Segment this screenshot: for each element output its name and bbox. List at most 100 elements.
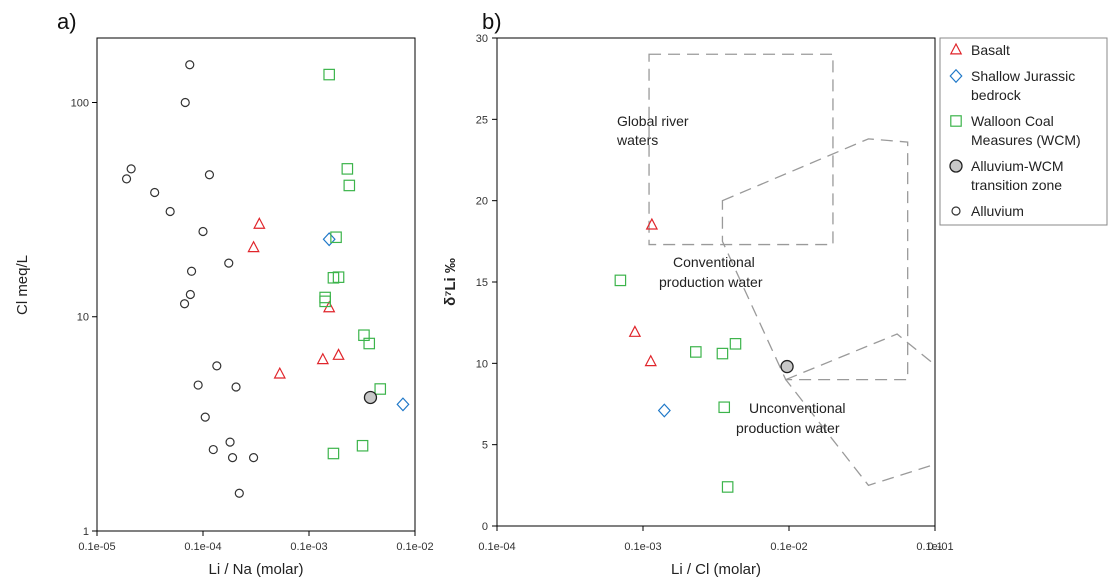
legend-item-shallow-jurassic-bedrock: Shallow Jurassic bedrock	[949, 68, 1075, 103]
panel-b-point-shallow-jurassic-bedrock	[657, 403, 671, 418]
panel-a-label: a)	[57, 9, 77, 34]
legend-label: Alluvium-WCM	[971, 158, 1064, 174]
legend-label: Alluvium	[971, 203, 1024, 219]
legend-label: transition zone	[971, 177, 1062, 193]
panel-a-y-tick-label: 100	[71, 97, 89, 109]
panel-b-point-walloon-coal-measures-wcm	[614, 274, 627, 287]
panel-a-point-alluvium	[165, 206, 175, 217]
panel-a-y-tick-label: 1	[83, 526, 89, 538]
zone-conventional-production-water	[721, 138, 909, 381]
zone-label-global-river: Global river waters	[616, 113, 692, 148]
legend-label: bedrock	[971, 87, 1022, 103]
panel-a-point-basalt	[247, 240, 260, 253]
panel-a-point-alluvium	[212, 361, 222, 371]
panel-a-point-alluvium	[234, 488, 244, 498]
panel-b-zone-labels: Global river waters Conventional product…	[616, 113, 849, 436]
panel-b-marks	[614, 217, 794, 493]
zone-label-conventional: Conventional production water	[659, 254, 763, 290]
panel-a-point-alluvium	[248, 453, 259, 463]
panel-a-point-alluvium	[198, 226, 208, 237]
panel-a-point-walloon-coal-measures-wcm	[323, 68, 335, 81]
panel-a-point-walloon-coal-measures-wcm	[319, 291, 331, 304]
panel-b-x-tick-label: 0.1e-01	[916, 541, 953, 553]
panel-a-point-alluvium	[179, 299, 190, 309]
zone-label-unconventional: Unconventional production water	[736, 400, 849, 436]
panel-a-point-basalt	[332, 348, 345, 360]
panel-a-marks	[121, 60, 410, 498]
panel-a-point-alluvium	[193, 380, 203, 390]
panel-a-point-basalt	[253, 217, 266, 229]
panel-b-x-tick-label: 0.1e-04	[478, 541, 515, 553]
panel-a-point-alluvium	[121, 174, 132, 184]
panel-a-x-tick-label: 0.1e-05	[78, 541, 115, 553]
legend-item-walloon-coal-measures-wcm: Walloon Coal Measures (WCM)	[950, 113, 1081, 148]
panel-b-point-basalt	[644, 354, 657, 367]
panel-a-point-walloon-coal-measures-wcm	[327, 447, 340, 460]
zone-label-global-river-line1: Global river	[617, 113, 689, 129]
panel-b-ticks: 0.1e-04 0.1e-03 0.1e-02 0.1e-010.1 0 5 10 15 20 2…	[476, 33, 954, 553]
panel-b-x-tick-label: 0.1	[927, 541, 942, 553]
panel-b-point-basalt	[645, 217, 659, 230]
panel-a-y-tick-label: 10	[77, 312, 89, 324]
panel-b-point-alluvium-wcm-transition-zone	[780, 359, 794, 374]
panel-b-point-walloon-coal-measures-wcm	[690, 346, 702, 358]
panel-b-point-walloon-coal-measures-wcm	[721, 481, 734, 493]
panel-a-point-walloon-coal-measures-wcm	[374, 383, 387, 395]
panel-b-y-tick-label: 15	[476, 277, 488, 289]
panel-a-x-tick-label: 0.1e-03	[290, 541, 327, 553]
panel-a-point-walloon-coal-measures-wcm	[332, 271, 345, 283]
panel-b-zones	[648, 53, 935, 487]
panel-a-point-basalt	[273, 366, 286, 379]
legend-item-alluvium-wcm-transition-zone: Alluvium-WCM transition zone	[949, 158, 1064, 193]
legend-label: Walloon Coal	[971, 113, 1054, 129]
legend-label: Basalt	[971, 42, 1010, 58]
legend-marker-alluvium	[951, 206, 961, 216]
panel-a-point-walloon-coal-measures-wcm	[356, 439, 369, 452]
panel-b-y-tick-label: 25	[476, 114, 488, 126]
panel-b-y-tick-label: 30	[476, 33, 488, 45]
zone-label-conventional-line1: Conventional	[673, 254, 755, 270]
panel-a-point-shallow-jurassic-bedrock	[396, 397, 410, 412]
panel-a-point-alluvium	[224, 258, 234, 268]
panel-a-point-alluvium	[126, 164, 136, 174]
panel-b-x-axis-label: Li / Cl (molar)	[671, 561, 761, 578]
panel-b-x-tick-label: 0.1e-02	[770, 541, 807, 553]
panel-a-x-axis-label: Li / Na (molar)	[208, 561, 303, 578]
legend-item-basalt: Basalt	[949, 42, 1010, 58]
zone-global-river-waters	[648, 53, 834, 246]
panel-b-y-tick-label: 0	[482, 521, 488, 533]
panel-a: a) Li / Na (molar) Cl meq/L 0.1e-05 0.1e-…	[14, 9, 434, 578]
panel-b-point-walloon-coal-measures-wcm	[716, 347, 729, 360]
panel-a-plot-frame	[96, 37, 416, 532]
panel-a-point-shallow-jurassic-bedrock	[322, 232, 336, 247]
panel-b-label: b)	[482, 9, 502, 34]
legend-marker-alluvium-wcm-transition-zone	[949, 159, 963, 173]
panel-b-y-tick-label: 20	[476, 196, 488, 208]
legend-frame	[939, 37, 1108, 226]
panel-a-point-walloon-coal-measures-wcm	[343, 179, 356, 192]
zone-label-unconventional-line2: production water	[736, 420, 840, 436]
legend-label: Measures (WCM)	[971, 132, 1081, 148]
zone-label-unconventional-line1: Unconventional	[749, 400, 846, 416]
panel-a-point-alluvium	[185, 60, 195, 70]
panel-a-x-tick-label: 0.1e-02	[396, 541, 433, 553]
legend: Basalt Shallow Jurassic bedrock Walloon Coa…	[939, 37, 1108, 226]
zone-unconventional-production-water	[784, 333, 935, 487]
panel-b-y-tick-label: 5	[482, 440, 488, 452]
panel-a-y-axis-label: Cl meq/L	[14, 255, 31, 315]
panel-a-point-alluvium-wcm-transition-zone	[363, 390, 378, 405]
panel-a-point-alluvium	[227, 453, 238, 463]
panel-a-point-alluvium	[186, 266, 197, 276]
panel-a-point-alluvium	[185, 289, 195, 300]
legend-items: Basalt Shallow Jurassic bedrock Walloon Coa…	[949, 42, 1081, 219]
panel-a-point-basalt	[316, 352, 330, 365]
panel-a-point-alluvium	[225, 437, 235, 447]
legend-marker-shallow-jurassic-bedrock	[949, 68, 963, 84]
panel-a-ticks: 0.1e-05 0.1e-04 0.1e-03 0.1e-02 1 10 100	[71, 97, 434, 553]
legend-marker-basalt	[949, 42, 963, 55]
panel-b-point-basalt	[628, 325, 642, 337]
panel-a-x-tick-label: 0.1e-04	[184, 541, 221, 553]
panel-b-point-walloon-coal-measures-wcm	[718, 401, 731, 414]
panel-b-point-walloon-coal-measures-wcm	[729, 338, 742, 350]
